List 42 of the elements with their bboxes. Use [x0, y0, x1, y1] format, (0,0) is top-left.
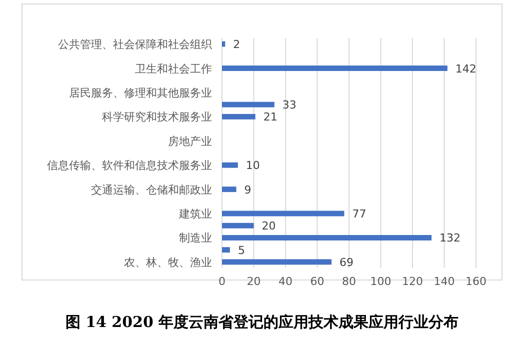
bar	[222, 247, 230, 253]
text: 图 14 2020 年度云南省登记的应用技术成果应用行业分布	[65, 313, 459, 331]
data-label: 132	[440, 232, 461, 245]
x-tick-label: 0	[218, 275, 226, 288]
data-label: 69	[340, 256, 354, 269]
y-tick-label: 交通运输、仓储和邮政业	[91, 183, 212, 196]
y-tick-label: 信息传输、软件和信息技术服务业	[47, 159, 212, 172]
x-tick-label: 80	[342, 275, 356, 288]
bar	[222, 41, 226, 47]
y-tick-label: 公共管理、社会保障和社会组织	[58, 38, 212, 52]
data-label: 33	[282, 98, 296, 112]
data-label: 10	[246, 159, 260, 172]
x-tick-label: 120	[402, 275, 423, 288]
data-label: 21	[263, 110, 278, 124]
bar	[222, 114, 256, 120]
y-tick-label: 卫生和社会工作	[135, 62, 212, 76]
bar	[222, 222, 254, 228]
bar	[222, 210, 344, 216]
data-label: 142	[455, 62, 476, 76]
y-tick-label: 制造业	[179, 232, 212, 245]
bar	[222, 162, 238, 168]
data-label: 9	[244, 183, 252, 196]
data-label: 2	[233, 38, 240, 52]
y-tick-label: 居民服务、修理和其他服务业	[69, 86, 212, 100]
y-tick-label: 房地产业	[168, 134, 212, 148]
y-tick-label: 建筑业	[178, 208, 212, 221]
x-tick-label: 20	[246, 275, 261, 288]
data-label: 5	[238, 244, 245, 257]
bar	[222, 66, 448, 71]
data-label: 20	[262, 220, 276, 233]
x-tick-label: 140	[434, 275, 455, 288]
x-tick-label: 60	[310, 275, 324, 288]
bar	[222, 235, 432, 240]
y-tick-label: 农、林、牧、渔业	[124, 256, 212, 269]
data-label: 77	[352, 208, 366, 221]
bar	[222, 186, 236, 192]
bar	[222, 259, 332, 265]
y-tick-label: 科学研究和技术服务业	[102, 110, 212, 124]
x-tick-label: 100	[370, 275, 392, 288]
x-tick-label: 40	[278, 275, 292, 288]
bar	[222, 102, 274, 108]
x-tick-label: 160	[466, 275, 486, 288]
